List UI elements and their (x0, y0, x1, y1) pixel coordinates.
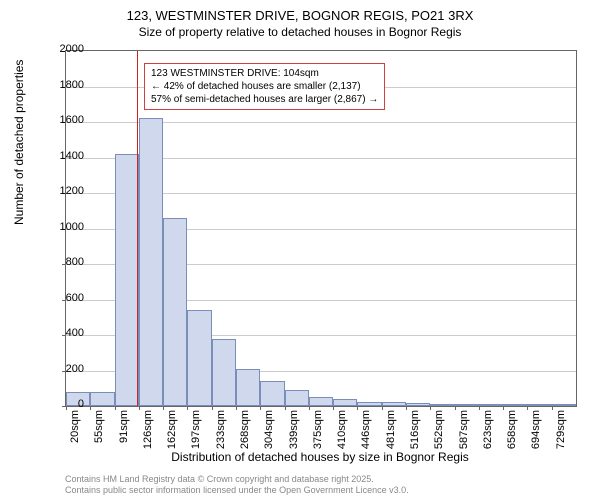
histogram-bar (430, 404, 454, 406)
y-axis-label: Number of detached properties (12, 60, 26, 225)
x-tick-label: 587sqm (458, 410, 470, 450)
x-tick-label: 162sqm (166, 410, 178, 450)
y-tick-label: 1200 (44, 185, 84, 197)
y-tick-label: 2000 (44, 43, 84, 55)
histogram-bar (382, 402, 406, 406)
x-tick-label: 516sqm (409, 410, 421, 450)
x-axis-label: Distribution of detached houses by size … (65, 450, 575, 464)
property-marker-line (137, 51, 138, 406)
y-tick-label: 0 (44, 398, 84, 410)
x-tick-label: 623sqm (482, 410, 494, 450)
footer-line1: Contains HM Land Registry data © Crown c… (65, 474, 409, 485)
y-tick-label: 1600 (44, 114, 84, 126)
histogram-bar (333, 399, 357, 406)
y-tick-label: 600 (44, 292, 84, 304)
x-tick-label: 197sqm (190, 410, 202, 450)
histogram-bar (260, 381, 284, 406)
y-tick-label: 800 (44, 256, 84, 268)
chart-title: 123, WESTMINSTER DRIVE, BOGNOR REGIS, PO… (0, 0, 600, 23)
histogram-bar (309, 397, 333, 406)
x-tick-label: 126sqm (142, 410, 154, 450)
histogram-bar (455, 404, 479, 406)
y-tick-label: 1800 (44, 79, 84, 91)
x-tick-label: 481sqm (385, 410, 397, 450)
annotation-box: 123 WESTMINSTER DRIVE: 104sqm ← 42% of d… (144, 63, 385, 110)
x-tick-label: 694sqm (530, 410, 542, 450)
x-tick-label: 304sqm (263, 410, 275, 450)
histogram-bar (479, 404, 503, 406)
x-tick-label: 55sqm (93, 410, 105, 450)
x-tick-label: 552sqm (433, 410, 445, 450)
x-tick-label: 268sqm (239, 410, 251, 450)
y-tick-label: 400 (44, 327, 84, 339)
histogram-bar (139, 118, 163, 406)
footer-text: Contains HM Land Registry data © Crown c… (65, 474, 409, 496)
histogram-bar (552, 404, 576, 406)
annotation-line2: ← 42% of detached houses are smaller (2,… (151, 80, 378, 93)
histogram-bar (90, 392, 114, 406)
histogram-bar (285, 390, 309, 406)
x-tick-label: 233sqm (215, 410, 227, 450)
chart-subtitle: Size of property relative to detached ho… (0, 25, 600, 39)
histogram-bar (115, 154, 139, 406)
histogram-bar (187, 310, 211, 406)
histogram-bar (527, 404, 551, 406)
histogram-bar (163, 218, 187, 406)
histogram-bar (406, 403, 430, 406)
annotation-line3: 57% of semi-detached houses are larger (… (151, 93, 378, 106)
x-tick-label: 658sqm (506, 410, 518, 450)
chart-container: 123, WESTMINSTER DRIVE, BOGNOR REGIS, PO… (0, 0, 600, 500)
plot-area: 123 WESTMINSTER DRIVE: 104sqm ← 42% of d… (65, 50, 577, 407)
histogram-bar (357, 402, 381, 406)
histogram-bar (236, 369, 260, 406)
x-tick-label: 20sqm (69, 410, 81, 450)
histogram-bar (212, 339, 236, 406)
x-tick-label: 446sqm (360, 410, 372, 450)
x-tick-label: 410sqm (336, 410, 348, 450)
y-tick-label: 1000 (44, 221, 84, 233)
annotation-line1: 123 WESTMINSTER DRIVE: 104sqm (151, 67, 378, 80)
footer-line2: Contains public sector information licen… (65, 485, 409, 496)
x-tick-label: 339sqm (288, 410, 300, 450)
y-tick-label: 200 (44, 363, 84, 375)
x-tick-label: 91sqm (118, 410, 130, 450)
x-tick-label: 729sqm (555, 410, 567, 450)
x-tick-label: 375sqm (312, 410, 324, 450)
y-tick-label: 1400 (44, 150, 84, 162)
histogram-bar (503, 404, 527, 406)
